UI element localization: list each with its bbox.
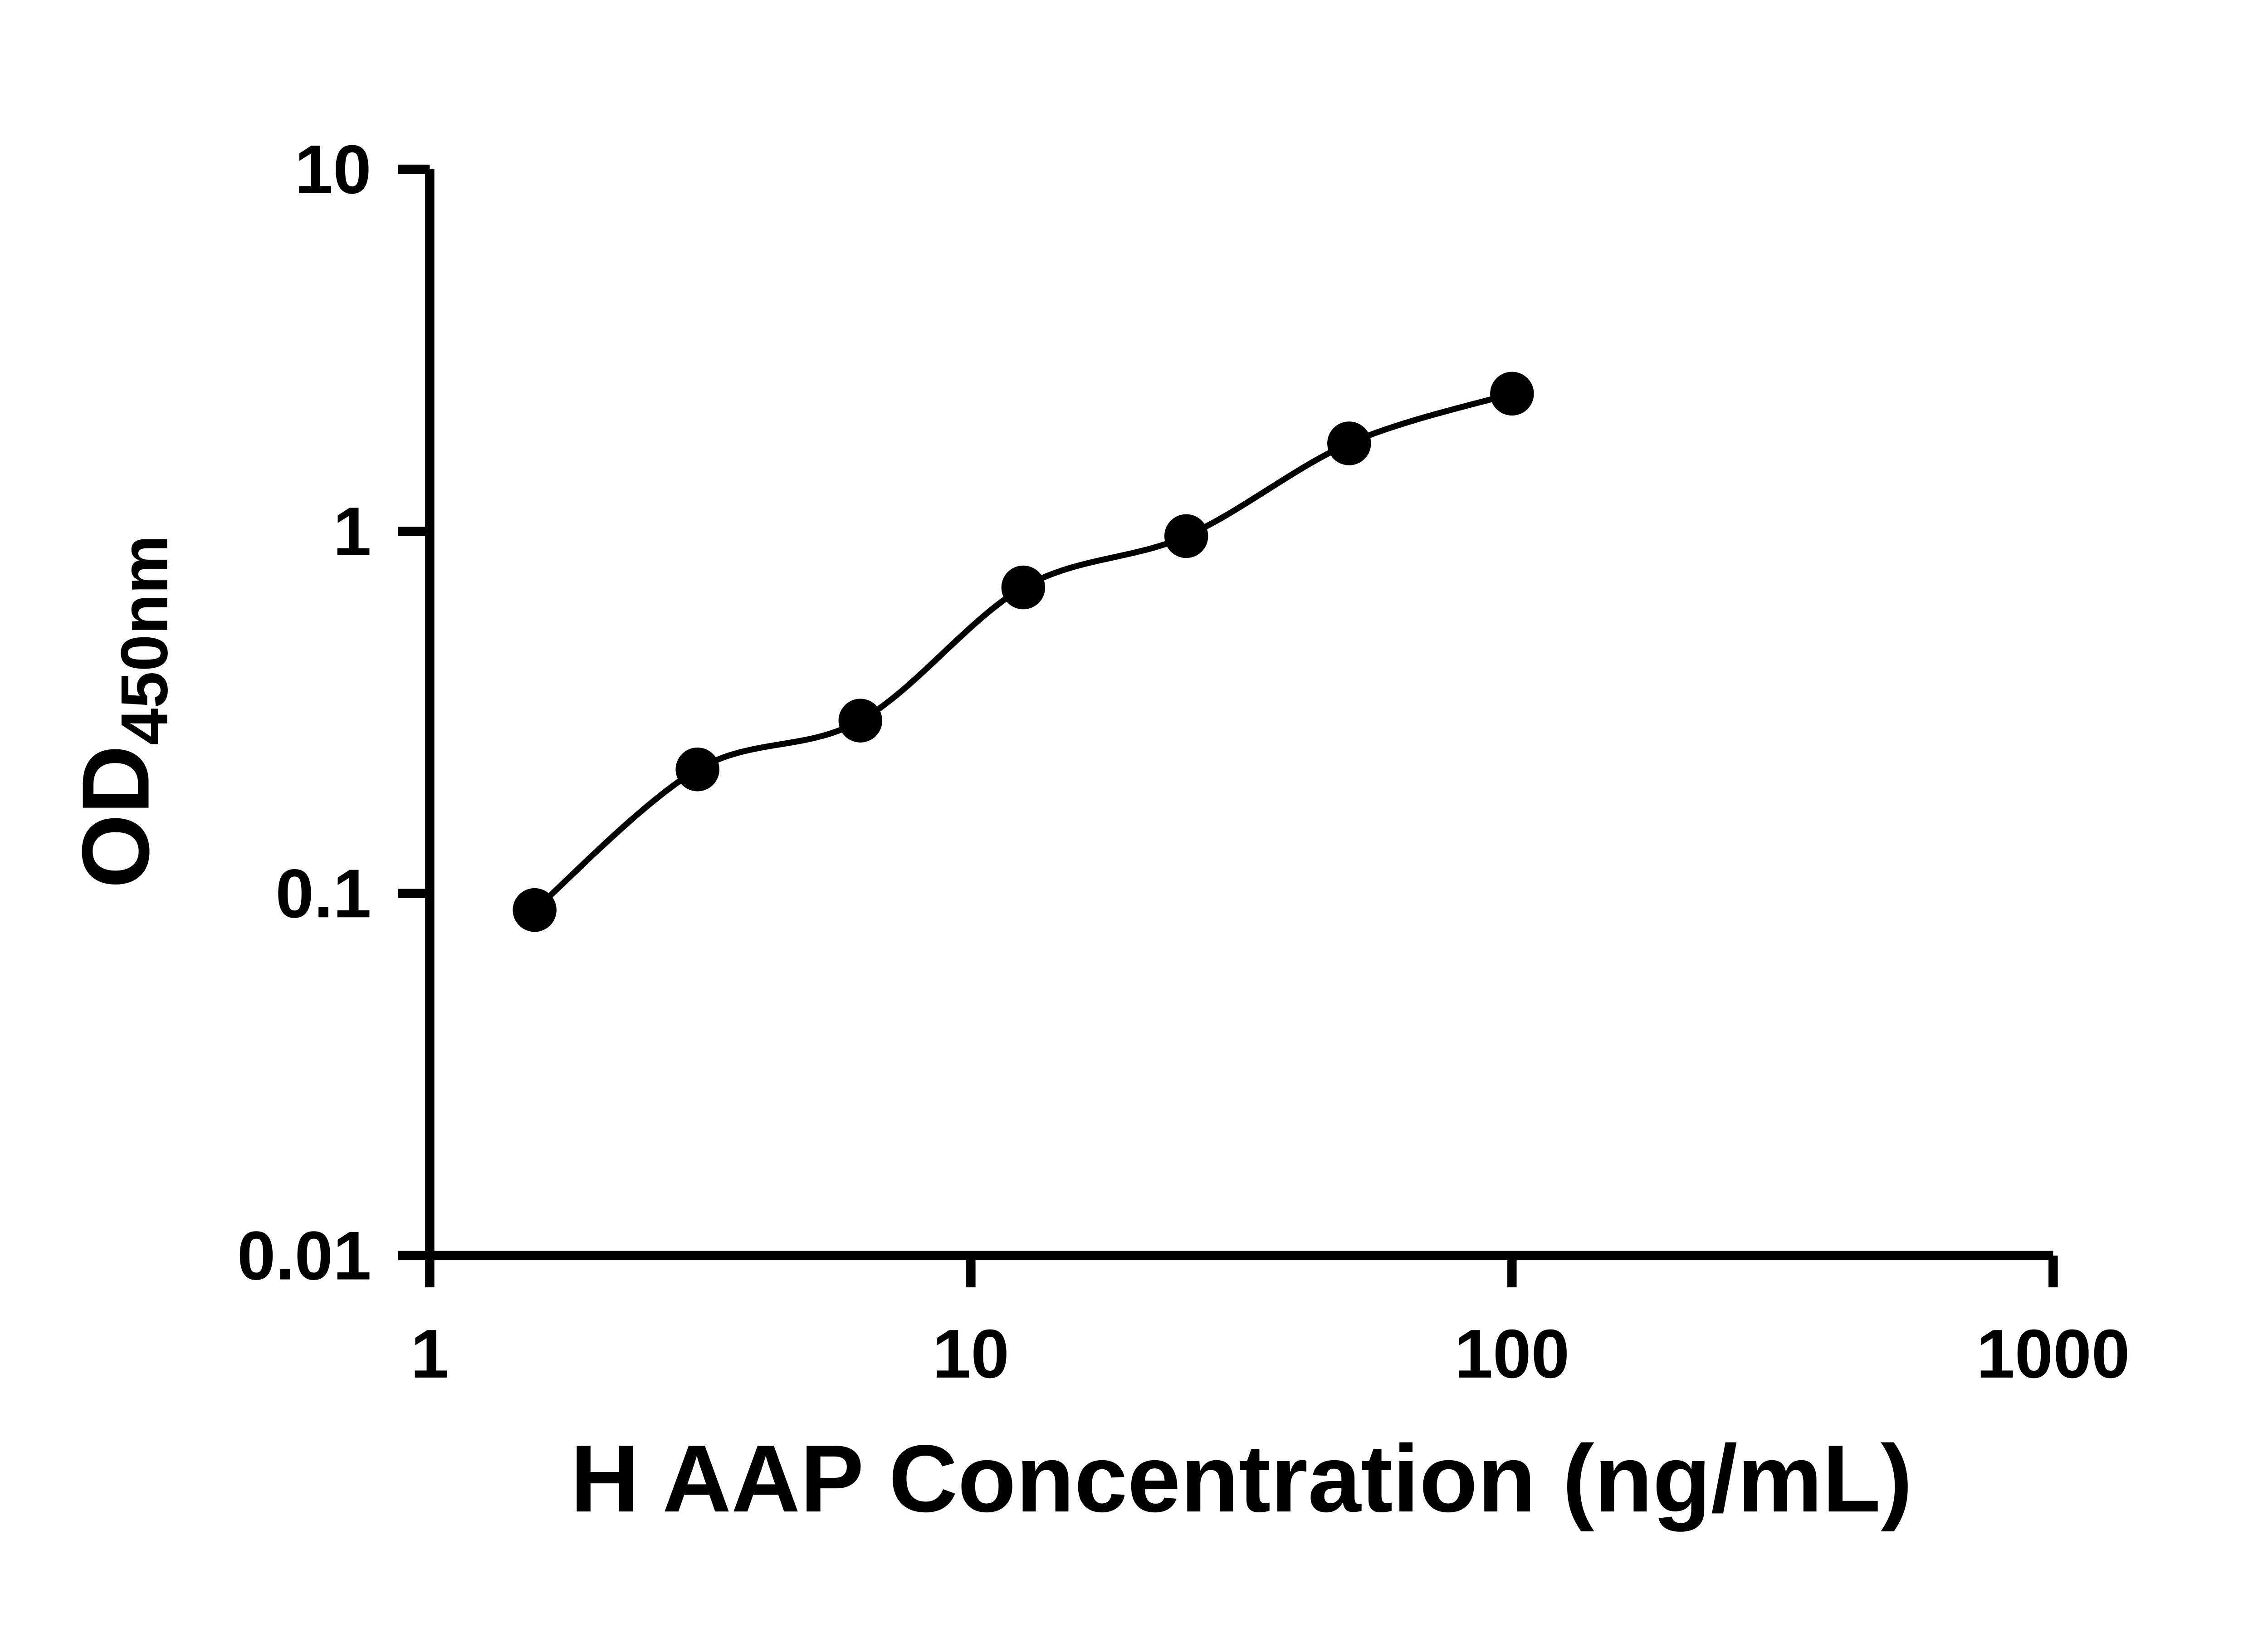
- data-point: [1490, 372, 1534, 416]
- data-point: [1327, 421, 1371, 465]
- data-point: [838, 699, 883, 743]
- x-tick-label: 10: [933, 1315, 1009, 1393]
- y-axis-title-subscript: 450nm: [107, 535, 181, 745]
- data-point: [513, 888, 557, 932]
- y-axis-title-main: OD: [62, 745, 169, 889]
- x-tick-label: 1000: [1976, 1315, 2130, 1393]
- y-axis-title: OD450nm: [62, 535, 181, 889]
- y-tick-label: 0.01: [237, 1217, 371, 1294]
- fit-curve: [533, 391, 1513, 913]
- y-tick-label: 1: [333, 493, 371, 570]
- axis-lines: [425, 169, 2053, 1261]
- x-tick-label: 1: [411, 1315, 449, 1393]
- y-tick-label: 0.1: [275, 855, 371, 932]
- data-point: [1164, 514, 1208, 558]
- y-tick-label: 10: [295, 131, 371, 208]
- x-axis-title: H AAP Concentration (ng/mL): [570, 1425, 1912, 1532]
- plot-area: 1 10 100 1000 0.01 0.1 1 10: [237, 131, 2130, 1393]
- data-point: [675, 747, 719, 792]
- x-tick-label: 100: [1454, 1315, 1569, 1393]
- data-point: [1001, 565, 1046, 610]
